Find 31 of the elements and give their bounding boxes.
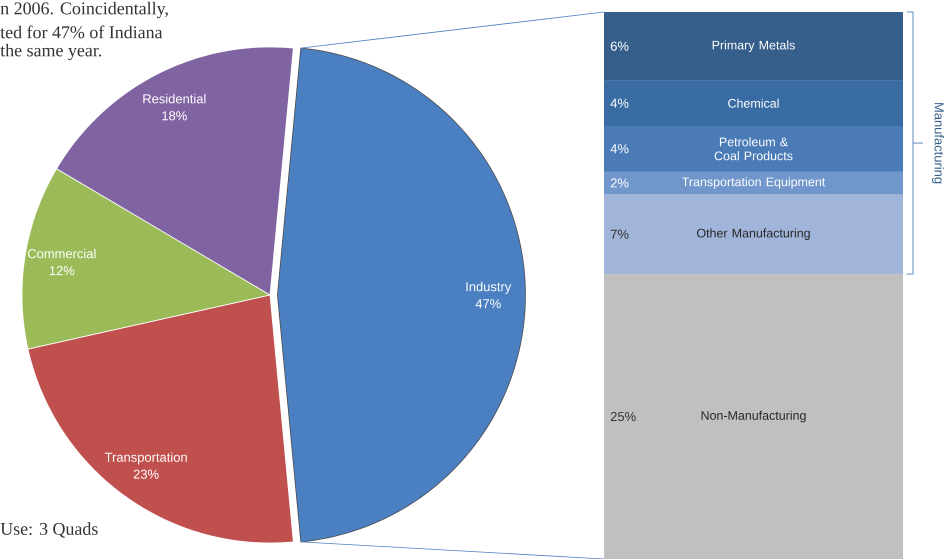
data-label: 7% bbox=[610, 230, 628, 239]
data-label: 4% bbox=[610, 98, 628, 108]
slice-label: Commercial bbox=[28, 248, 96, 258]
text: ted for 47% of Indiana bbox=[0, 26, 162, 38]
data-label: 25% bbox=[610, 412, 636, 422]
series-label: Other Manufacturing bbox=[696, 228, 810, 240]
data-label: 2% bbox=[610, 178, 628, 188]
bar bbox=[604, 172, 904, 194]
data-label: 4% bbox=[610, 144, 628, 154]
series-label: Primary Metals bbox=[712, 40, 795, 52]
data-label: 6% bbox=[610, 42, 628, 51]
data-label: 47% bbox=[476, 299, 501, 308]
text: n 2006. Coincidentally, bbox=[0, 2, 168, 18]
bar bbox=[604, 194, 904, 274]
data-label: 12% bbox=[50, 266, 74, 276]
slice-label: Industry bbox=[466, 282, 512, 294]
series-label: Chemical bbox=[728, 98, 779, 108]
slice-label: Transportation bbox=[104, 452, 187, 464]
bar bbox=[604, 274, 904, 559]
text: Manufacturing bbox=[932, 103, 944, 184]
series-label: Non-Manufacturing bbox=[702, 410, 806, 422]
series-label: Petroleum & Coal Products bbox=[714, 137, 792, 160]
text: Use: 3 Quads bbox=[0, 522, 98, 538]
text: the same year. bbox=[0, 44, 102, 60]
bar bbox=[604, 126, 904, 172]
data-label: 18% bbox=[162, 111, 187, 120]
series-label: Transportation Equipment bbox=[682, 177, 826, 189]
bar bbox=[604, 80, 904, 126]
bar bbox=[604, 12, 904, 80]
slice-label: Residential bbox=[143, 94, 206, 104]
data-label: 23% bbox=[134, 470, 159, 479]
